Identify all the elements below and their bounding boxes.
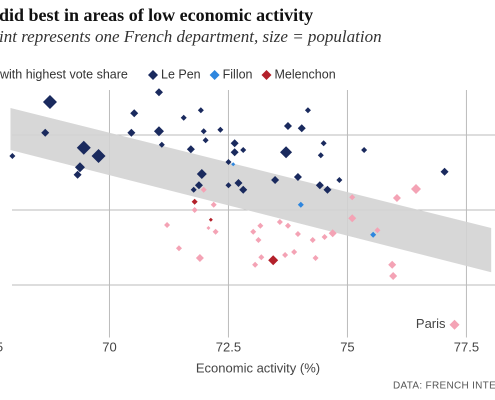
point: [293, 173, 302, 181]
point: [283, 122, 292, 130]
point: [323, 185, 332, 194]
point: [210, 201, 217, 208]
point: [154, 88, 163, 97]
point: [202, 137, 209, 144]
point: [225, 182, 232, 189]
point: [212, 228, 219, 235]
chart-title: did best in areas of low economic activi…: [0, 5, 313, 25]
point: [153, 126, 164, 137]
point: [231, 162, 236, 167]
point: [158, 141, 165, 148]
x-tick-label: 70: [102, 339, 116, 354]
legend-label: Melenchon: [275, 67, 336, 81]
point: [317, 152, 324, 159]
point: [440, 167, 449, 176]
annotation: Paris: [416, 316, 446, 331]
point: [217, 126, 224, 133]
point: [268, 255, 279, 266]
point: [336, 177, 343, 183]
point: [234, 179, 243, 187]
point: [257, 222, 264, 229]
legend-marker: [209, 70, 220, 80]
point: [280, 146, 293, 159]
point: [206, 226, 211, 230]
point: [41, 128, 50, 137]
legend-marker: [148, 70, 158, 80]
point: [42, 95, 57, 109]
point: [186, 145, 195, 154]
point: [328, 229, 337, 238]
point: [284, 222, 291, 229]
point: [297, 201, 304, 208]
point: [190, 186, 197, 193]
trend-band: [10, 108, 492, 273]
point: [76, 140, 91, 155]
x-tick-label: 67.5: [0, 339, 3, 354]
point: [230, 139, 239, 148]
point: [73, 170, 82, 179]
point: [164, 222, 171, 228]
point: [240, 147, 247, 153]
point: [197, 107, 204, 114]
point: [276, 219, 283, 225]
point: [321, 234, 328, 240]
point: [320, 140, 327, 147]
point: [225, 159, 232, 165]
point: [374, 227, 381, 234]
point: [200, 128, 207, 135]
point: [208, 217, 213, 222]
point: [91, 149, 106, 163]
point: [309, 237, 316, 243]
legend-label: Le Pen: [161, 67, 201, 81]
point: [410, 184, 421, 194]
x-tick-label: 77.5: [454, 339, 479, 354]
point: [361, 147, 368, 153]
point: [392, 194, 401, 202]
legend-label: Fillon: [223, 67, 253, 81]
x-tick-label: 72.5: [216, 339, 241, 354]
point: [282, 252, 289, 258]
point: [252, 261, 259, 268]
point: [258, 254, 265, 261]
x-tick-label: 75: [340, 339, 354, 354]
point: [315, 181, 324, 190]
chart-subtitle: int represents one French department, si…: [0, 27, 382, 46]
point: [200, 186, 207, 193]
point: [130, 109, 139, 118]
point: [195, 254, 204, 262]
point: [191, 207, 198, 213]
point: [291, 249, 298, 255]
point: [449, 319, 460, 330]
point: [127, 128, 136, 137]
point: [370, 231, 377, 238]
point: [388, 260, 397, 269]
point: [9, 153, 16, 159]
point: [191, 198, 198, 205]
point: [196, 169, 207, 179]
source: DATA: FRENCH INTERIO: [393, 381, 495, 392]
point: [74, 162, 85, 173]
x-axis-label: Economic activity (%): [196, 360, 320, 375]
point: [312, 255, 319, 261]
point: [349, 194, 356, 201]
point: [180, 114, 187, 121]
point: [297, 124, 306, 133]
point: [250, 228, 257, 235]
legend-title: with highest vote share: [0, 67, 128, 81]
point: [255, 237, 262, 243]
point: [175, 245, 182, 252]
point: [230, 148, 239, 157]
point: [348, 214, 357, 223]
point: [194, 181, 203, 190]
legend-marker: [261, 70, 272, 80]
point: [239, 185, 248, 194]
point: [271, 176, 280, 184]
point: [389, 272, 398, 280]
point: [304, 107, 311, 114]
point: [294, 231, 301, 237]
